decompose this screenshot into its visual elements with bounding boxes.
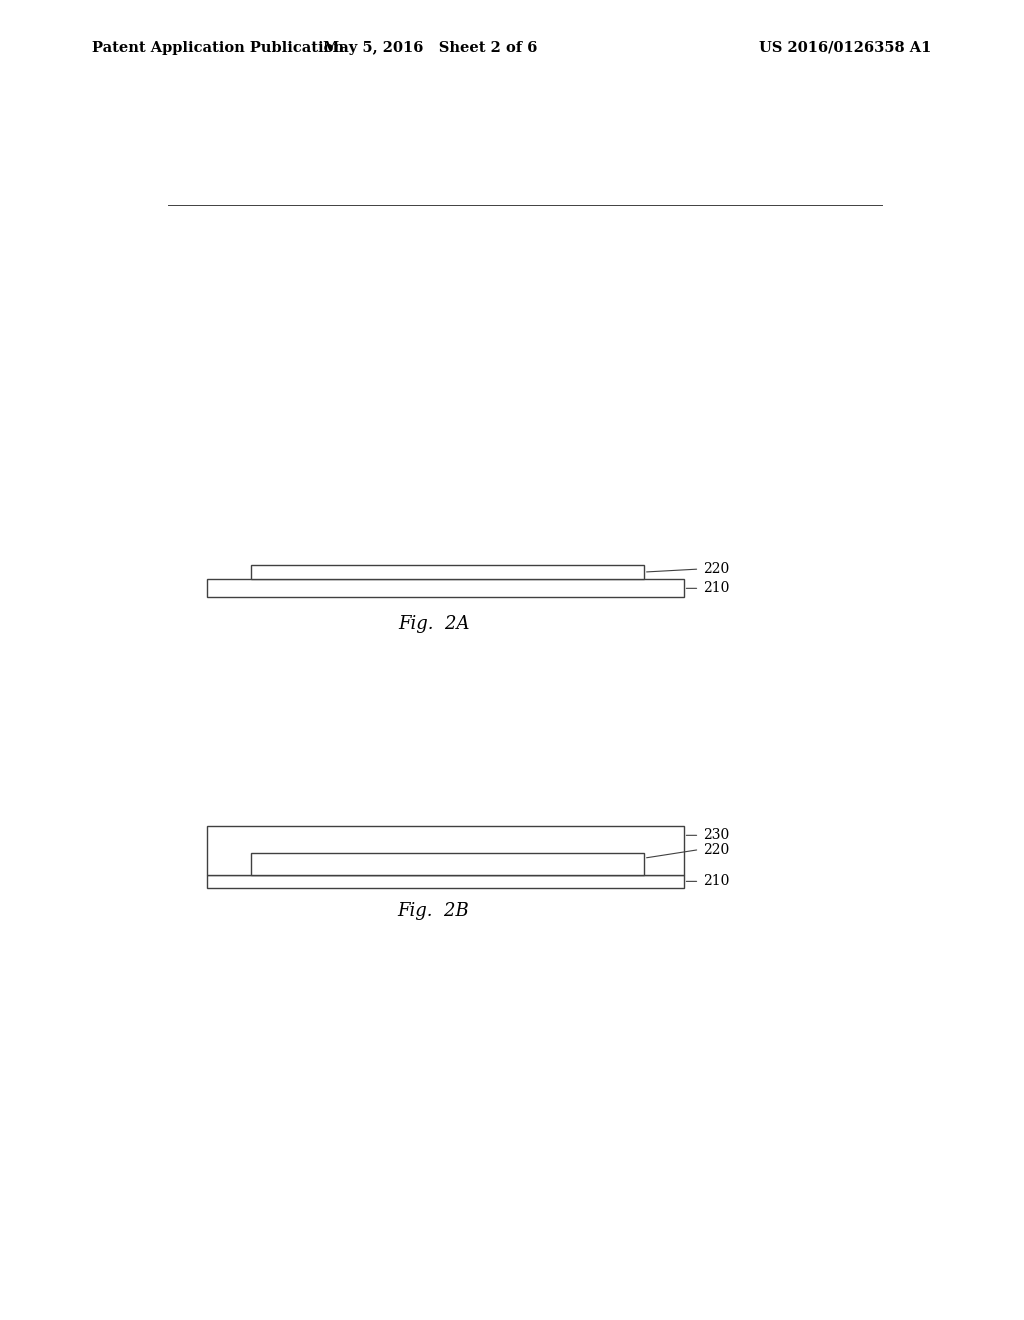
Text: 230: 230 <box>702 829 729 842</box>
Text: 210: 210 <box>702 581 729 595</box>
Text: 210: 210 <box>702 874 729 888</box>
Bar <box>207 826 684 875</box>
Text: 220: 220 <box>702 842 729 857</box>
Text: US 2016/0126358 A1: US 2016/0126358 A1 <box>760 41 932 54</box>
Text: Fig.  2A: Fig. 2A <box>397 615 469 632</box>
Bar <box>251 853 644 875</box>
Text: Patent Application Publication: Patent Application Publication <box>92 41 344 54</box>
Bar <box>207 875 684 888</box>
Text: Fig.  2B: Fig. 2B <box>397 902 469 920</box>
Bar <box>251 565 644 579</box>
Text: May 5, 2016   Sheet 2 of 6: May 5, 2016 Sheet 2 of 6 <box>323 41 538 54</box>
Bar <box>207 579 684 598</box>
Text: 220: 220 <box>702 562 729 576</box>
